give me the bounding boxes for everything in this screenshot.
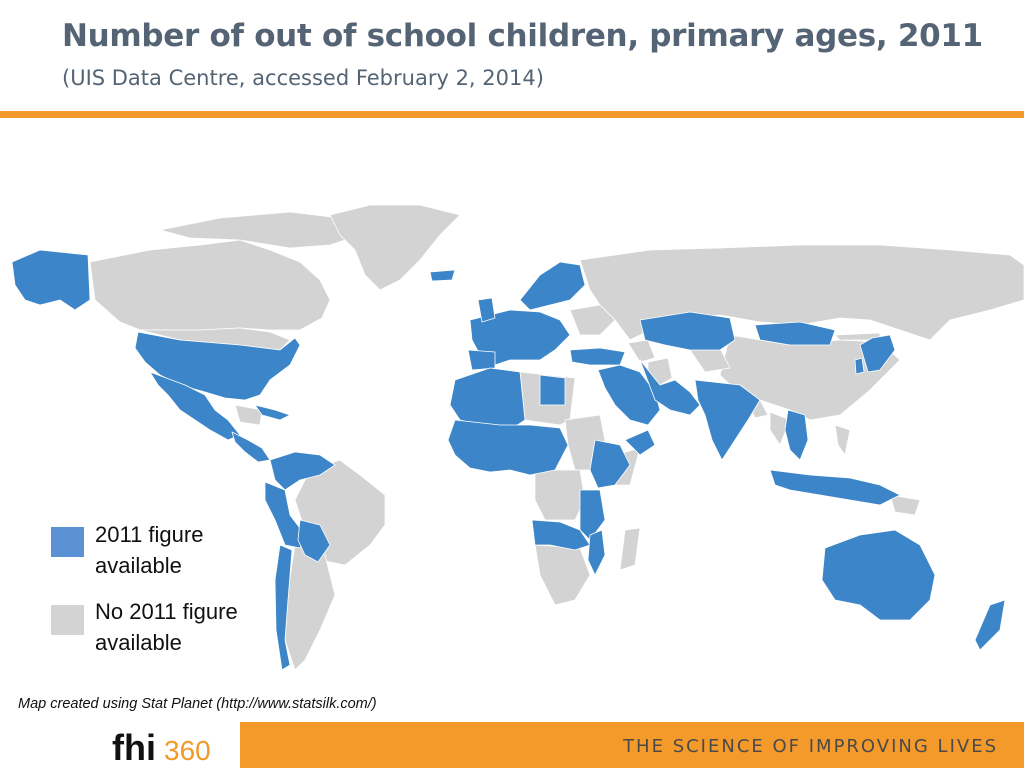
region-iceland [429, 269, 456, 282]
region-korea [854, 357, 865, 375]
region-ethiopia-kenya [589, 439, 631, 489]
region-southeast-asia-mainland [769, 411, 791, 446]
region-kazakhstan-south [689, 347, 731, 373]
region-central-america-north [234, 404, 263, 426]
region-east-africa [579, 489, 606, 541]
map-credit: Map created using Stat Planet (http://ww… [18, 696, 377, 712]
footer-tagline: THE SCIENCE OF IMPROVING LIVES [623, 736, 998, 757]
region-south-america-south [284, 544, 336, 671]
region-southern-africa [534, 544, 591, 606]
world-map [11, 204, 1024, 671]
header-divider [0, 111, 1024, 118]
region-canada [89, 239, 331, 331]
region-iran-north [627, 339, 656, 363]
region-turkey-caucasus [569, 347, 626, 366]
region-mozambique [587, 529, 606, 576]
region-mexico [149, 371, 241, 441]
footer-bar: THE SCIENCE OF IMPROVING LIVES [240, 722, 1024, 768]
fhi360-logo: fhi 360 [112, 727, 211, 768]
region-alaska [11, 249, 91, 311]
region-bolivia-paraguay [297, 519, 331, 563]
region-arctic-islands [159, 211, 361, 249]
legend-swatch-available [51, 527, 84, 557]
region-peru-andes [264, 481, 306, 549]
region-philippines [834, 424, 851, 456]
svg-text:fhi: fhi [112, 727, 156, 768]
region-eastern-europe [569, 304, 616, 336]
page-title: Number of out of school children, primar… [62, 18, 983, 54]
region-sahel [447, 419, 569, 476]
region-iberia [467, 349, 496, 371]
region-angola-zambia [531, 519, 591, 551]
region-india [694, 379, 761, 461]
region-uk-ireland [477, 297, 496, 323]
svg-text:360: 360 [164, 735, 211, 766]
region-madagascar [619, 527, 641, 571]
region-central-asia [639, 311, 736, 351]
legend-swatch-no-data [51, 605, 84, 635]
region-chile [274, 544, 293, 671]
legend-label-available: 2011 figure available [95, 522, 204, 578]
region-indochina [784, 409, 809, 461]
region-greenland [329, 204, 461, 291]
region-japan [859, 334, 896, 373]
region-png-west [889, 494, 921, 516]
region-scandinavia [519, 261, 586, 311]
region-mongolia [754, 321, 836, 346]
region-horn-africa [624, 429, 656, 456]
region-middle-east [597, 364, 661, 426]
region-indonesia [769, 469, 901, 506]
region-australia [821, 529, 936, 621]
region-central-america [231, 431, 271, 463]
region-central-africa [534, 469, 586, 521]
page-subtitle: (UIS Data Centre, accessed February 2, 2… [62, 66, 544, 90]
available-regions [11, 249, 1006, 671]
region-caribbean [254, 404, 291, 421]
region-colombia-venezuela [269, 451, 336, 491]
region-egypt [539, 374, 566, 406]
region-new-zealand [974, 599, 1006, 651]
legend-label-no-data: No 2011 figure available [95, 599, 238, 655]
